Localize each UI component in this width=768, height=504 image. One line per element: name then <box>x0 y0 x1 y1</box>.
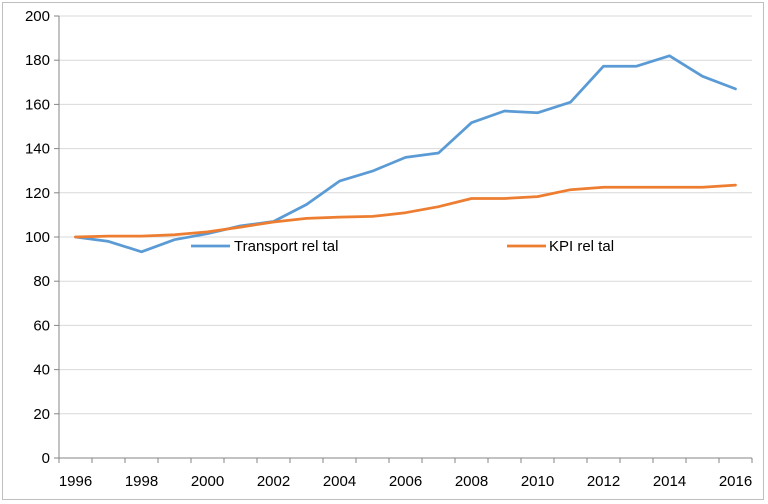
x-tick-label: 2002 <box>257 473 290 490</box>
y-tick-label: 140 <box>25 141 50 158</box>
x-tick-label: 2014 <box>653 473 686 490</box>
legend: Transport rel tal KPI rel tal <box>191 238 614 255</box>
x-tick-label: 2000 <box>191 473 224 490</box>
x-tick-label: 1998 <box>125 473 158 490</box>
y-tick-label: 20 <box>33 406 50 423</box>
x-tick-label: 1996 <box>59 473 92 490</box>
y-tick-label: 160 <box>25 96 50 113</box>
series-line-transport <box>74 54 737 254</box>
legend-label-transport: Transport rel tal <box>234 238 338 255</box>
y-axis-ticks: 0 20 40 60 80 100 120 140 160 180 200 <box>25 8 59 467</box>
y-tick-label: 200 <box>25 8 50 25</box>
series-line-kpi <box>74 183 737 239</box>
x-tick-label: 2016 <box>719 473 752 490</box>
legend-label-kpi: KPI rel tal <box>549 238 614 255</box>
x-tick-label: 2012 <box>587 473 620 490</box>
x-tick-label: 2010 <box>521 473 554 490</box>
x-axis-ticks: 1996 1998 2000 2002 2004 2006 2008 2010 2012 2014… <box>58 458 753 490</box>
y-tick-label: 0 <box>42 450 50 467</box>
y-tick-label: 40 <box>33 362 50 379</box>
y-tick-label: 80 <box>33 273 50 290</box>
x-tick-label: 2006 <box>389 473 422 490</box>
x-tick-label: 2004 <box>323 473 356 490</box>
y-tick-label: 180 <box>25 52 50 69</box>
x-tick-label: 2008 <box>455 473 488 490</box>
series-lines <box>74 54 737 254</box>
y-tick-label: 100 <box>25 229 50 246</box>
y-tick-label: 60 <box>33 317 50 334</box>
gridlines <box>59 15 752 415</box>
y-tick-label: 120 <box>25 185 50 202</box>
